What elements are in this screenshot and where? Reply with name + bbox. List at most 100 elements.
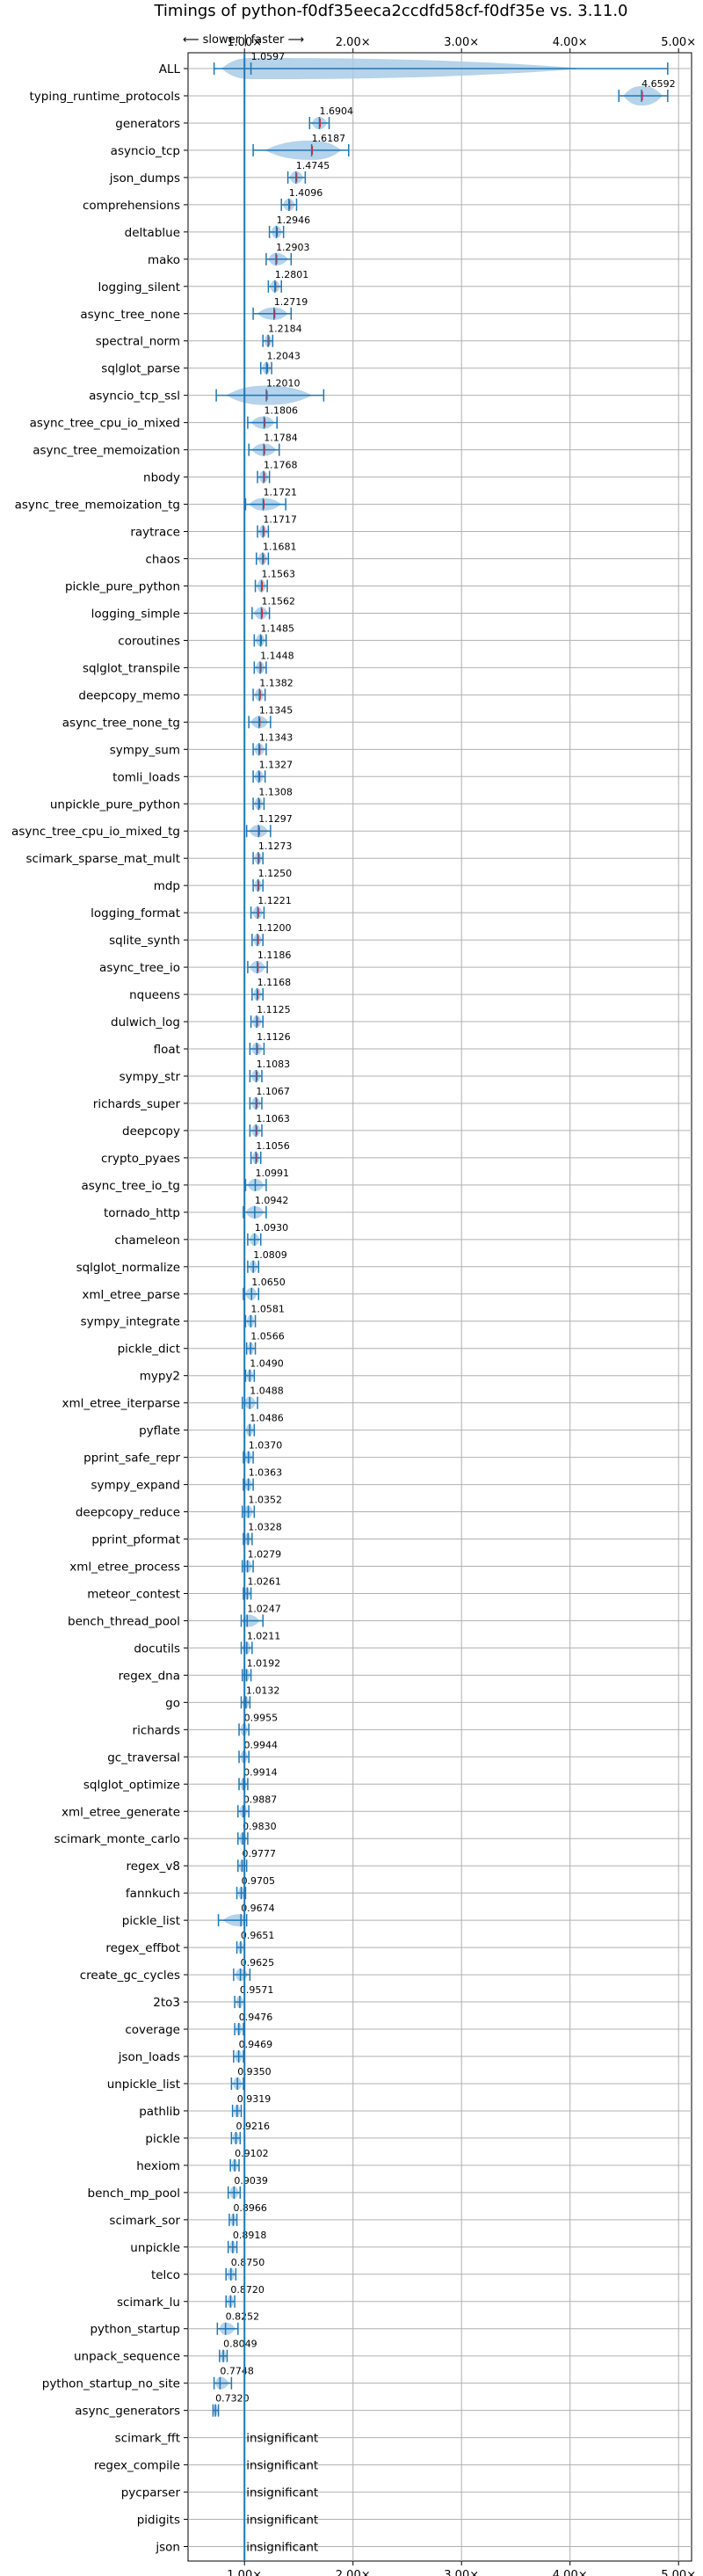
data-label: 1.1345 xyxy=(259,704,294,716)
benchmark-label: regex_effbot xyxy=(105,1941,180,1955)
data-label: 0.8049 xyxy=(223,2339,257,2350)
benchmark-label: pickle xyxy=(145,2132,180,2146)
data-label: 0.8750 xyxy=(231,2257,265,2268)
benchmark-label: deepcopy_reduce xyxy=(76,1506,180,1520)
benchmark-label: typing_runtime_protocols xyxy=(30,90,181,104)
benchmark-label: sqlglot_transpile xyxy=(83,661,180,675)
data-label: 1.0370 xyxy=(249,1440,283,1452)
data-label: 1.2903 xyxy=(276,242,310,253)
benchmark-label: tomli_loads xyxy=(112,770,180,784)
benchmark-label: json_dumps xyxy=(109,171,180,186)
data-label: 1.1297 xyxy=(258,813,293,825)
benchmark-label: richards_super xyxy=(93,1097,181,1111)
benchmark-label: xml_etree_parse xyxy=(82,1288,180,1302)
data-label: 1.0132 xyxy=(246,1685,280,1696)
benchmark-label: sympy_str xyxy=(120,1070,181,1084)
data-label: 0.8918 xyxy=(233,2230,267,2241)
benchmark-rows: ALL 1.0597 typing_runtime_protocols 4.6592 g… xyxy=(11,51,676,2561)
data-label: 1.4096 xyxy=(289,187,323,199)
benchmark-label: sqlite_synth xyxy=(109,934,180,948)
benchmark-label: async_tree_cpu_io_mixed xyxy=(30,417,180,431)
x-tick-label-bottom: 5.00× xyxy=(661,2569,696,2576)
benchmark-label: sqlglot_parse xyxy=(101,362,180,376)
benchmark-label: scimark_sparse_mat_mult xyxy=(26,852,180,866)
data-label: 1.0597 xyxy=(251,51,286,62)
benchmark-label: regex_compile xyxy=(94,2459,180,2473)
benchmark-label: mypy2 xyxy=(140,1370,180,1384)
benchmark-label: scimark_lu xyxy=(117,2296,180,2310)
benchmark-label: ALL xyxy=(159,62,181,76)
data-label: 1.0279 xyxy=(248,1548,282,1560)
benchmark-label: deepcopy xyxy=(122,1124,180,1139)
data-label: 1.1200 xyxy=(257,922,292,934)
data-label: 1.1083 xyxy=(257,1059,291,1070)
data-label: 0.9625 xyxy=(241,1957,275,1968)
benchmark-label: scimark_monte_carlo xyxy=(54,1832,180,1846)
benchmark-label: gc_traversal xyxy=(107,1750,180,1765)
data-label: 0.9705 xyxy=(242,1875,276,1887)
x-tick-label-top: 2.00× xyxy=(336,36,371,49)
benchmark-label: pickle_dict xyxy=(118,1343,180,1357)
data-label: 1.1681 xyxy=(263,542,297,553)
benchmark-label: pycparser xyxy=(121,2486,181,2500)
data-label: 1.6904 xyxy=(319,106,353,117)
data-label: 1.0211 xyxy=(247,1630,281,1641)
data-label: 1.1063 xyxy=(256,1113,290,1124)
benchmark-label: nqueens xyxy=(129,988,180,1002)
data-label: 0.9830 xyxy=(243,1821,277,1832)
benchmark-label: scimark_sor xyxy=(109,2214,180,2228)
benchmark-label: async_tree_memoization_tg xyxy=(15,498,180,513)
data-label: 0.9039 xyxy=(234,2175,268,2187)
benchmark-label: pathlib xyxy=(139,2105,180,2119)
x-tick-label-top: 1.00× xyxy=(227,36,262,49)
data-label: 0.8966 xyxy=(233,2202,267,2214)
benchmark-label: chaos xyxy=(145,553,180,567)
x-tick-label-bottom: 4.00× xyxy=(553,2569,588,2576)
x-axis: 1.00× 1.00× 2.00× 2.00× 3.00× 3.00× 4.00× 4.00×… xyxy=(184,36,696,2576)
benchmark-label: telco xyxy=(151,2268,180,2282)
data-label: 1.1448 xyxy=(260,650,294,661)
benchmark-label: tornado_http xyxy=(104,1206,180,1220)
data-label: 1.0328 xyxy=(248,1522,282,1533)
data-label: 1.0566 xyxy=(250,1331,285,1343)
benchmark-label: unpickle_list xyxy=(107,2078,180,2092)
benchmark-label: pickle_pure_python xyxy=(65,579,180,593)
benchmark-label: async_tree_none xyxy=(80,308,180,322)
data-label: 1.1273 xyxy=(258,840,293,852)
x-tick-label-bottom: 3.00× xyxy=(444,2569,479,2576)
data-label: 1.1806 xyxy=(265,405,299,417)
data-label: 1.0650 xyxy=(251,1277,286,1288)
benchmark-label: async_tree_io_tg xyxy=(81,1179,180,1193)
benchmark-label: mdp xyxy=(154,879,180,893)
benchmark-label: async_tree_cpu_io_mixed_tg xyxy=(11,825,180,839)
insignificant-label: insignificant xyxy=(246,2541,318,2555)
data-label: 0.9102 xyxy=(235,2148,269,2159)
insignificant-label: insignificant xyxy=(246,2514,318,2528)
data-label: 1.1168 xyxy=(257,977,292,988)
benchmark-label: comprehensions xyxy=(83,199,180,213)
data-label: 0.9319 xyxy=(237,2093,272,2105)
benchmark-label: async_tree_none_tg xyxy=(62,716,180,730)
data-label: 1.1250 xyxy=(258,868,293,879)
benchmark-label: regex_dna xyxy=(119,1669,180,1683)
benchmark-label: deltablue xyxy=(125,226,180,240)
data-label: 1.0363 xyxy=(249,1467,283,1479)
data-label: 0.9350 xyxy=(237,2066,272,2078)
benchmark-label: bench_thread_pool xyxy=(68,1614,180,1628)
benchmark-label: pyflate xyxy=(139,1424,180,1438)
data-label: 1.4745 xyxy=(296,160,330,171)
data-label: 0.9777 xyxy=(242,1848,276,1859)
data-label: 1.2719 xyxy=(274,296,308,308)
benchmark-label: generators xyxy=(115,117,180,131)
benchmark-label: json_loads xyxy=(118,2050,180,2064)
data-label: 0.9651 xyxy=(241,1930,275,1941)
benchmark-label: dulwich_log xyxy=(111,1015,180,1030)
data-label: 0.8252 xyxy=(226,2311,260,2323)
data-label: 1.1562 xyxy=(262,595,296,607)
benchmark-label: python_startup_no_site xyxy=(42,2377,180,2391)
benchmark-label: pickle_list xyxy=(122,1914,180,1928)
benchmark-label: python_startup xyxy=(90,2323,180,2337)
data-label: 1.2946 xyxy=(277,215,311,226)
data-label: 1.0930 xyxy=(255,1222,289,1233)
